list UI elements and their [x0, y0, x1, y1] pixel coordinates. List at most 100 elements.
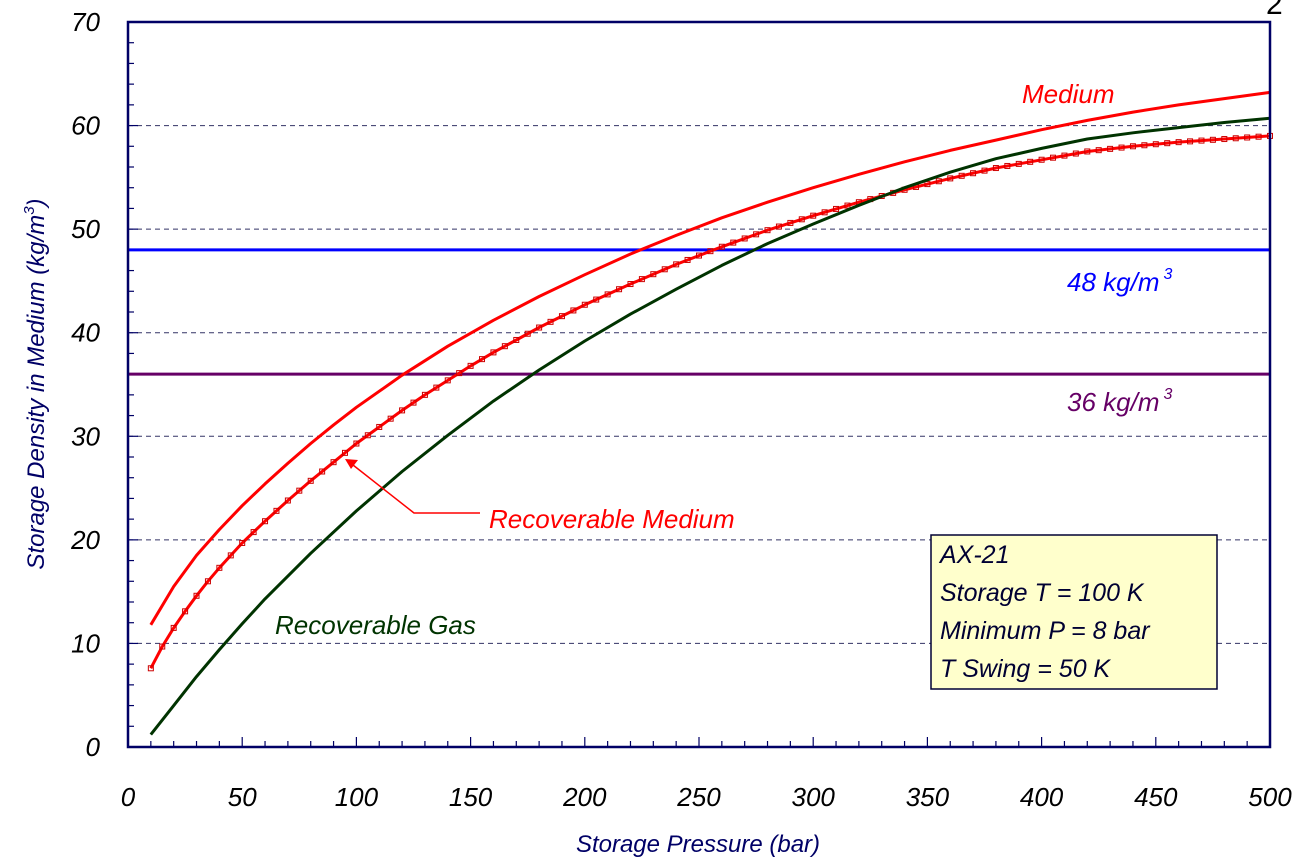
info-box-line-1: AX-21 [938, 541, 1009, 569]
data-point [1027, 158, 1034, 165]
recoverable-medium-arrow-head [345, 459, 358, 469]
data-point [170, 624, 177, 631]
x-tick-label: 200 [562, 782, 607, 812]
data-point [810, 212, 817, 219]
plot-frame [126, 20, 1272, 749]
y-tick-label: 10 [71, 628, 100, 658]
info-box-line-4: T Swing = 50 K [940, 655, 1112, 683]
recoverable-medium-label: Recoverable Medium [489, 504, 735, 534]
x-tick-label: 400 [1020, 782, 1064, 812]
data-point [1255, 133, 1262, 140]
info-box-line-2: Storage T = 100 K [940, 579, 1145, 607]
data-point [216, 564, 223, 571]
data-point [947, 175, 954, 182]
data-point [753, 231, 760, 238]
y-tick-label: 50 [71, 214, 100, 244]
data-point [421, 391, 428, 398]
data-point [981, 167, 988, 174]
data-point [227, 552, 234, 559]
data-point [296, 487, 303, 494]
y-tick-labels: 0 10 20 30 40 50 60 70 [70, 7, 100, 762]
data-point [821, 209, 828, 216]
info-box-background [930, 534, 1218, 690]
data-point [627, 281, 634, 288]
ref-line-48-label-sup: 3 [1164, 266, 1173, 283]
x-tick-label: 100 [335, 782, 379, 812]
data-point [992, 165, 999, 172]
data-point [353, 440, 360, 447]
data-point [1015, 160, 1022, 167]
series-line-recoverable-medium [149, 134, 1271, 669]
data-point [718, 243, 725, 250]
data-point [673, 261, 680, 268]
y-tick-label: 60 [71, 111, 100, 141]
data-point [1072, 150, 1079, 157]
x-tick-label: 500 [1248, 782, 1292, 812]
data-point [479, 356, 486, 363]
data-point [513, 336, 520, 343]
data-point [524, 330, 531, 337]
data-point [250, 529, 257, 536]
data-point [1061, 152, 1068, 159]
data-point [970, 170, 977, 177]
data-point [593, 296, 600, 303]
data-point [501, 343, 508, 350]
data-point [467, 362, 474, 369]
reference-lines [128, 248, 1270, 376]
data-point [696, 252, 702, 259]
y-tick-label: 0 [86, 732, 101, 762]
series-layer [147, 90, 1273, 736]
data-point [958, 172, 965, 179]
x-tick-labels: 0 50 100 150 200 250 300 350 400 450 500 [121, 782, 1292, 812]
y-axis-title: Storage Density in Medium (kg/m3) [21, 198, 50, 569]
data-point [798, 216, 805, 223]
ref-line-48-label: 48 kg/m 3 [1067, 266, 1173, 297]
data-point [399, 407, 406, 414]
data-point [1209, 136, 1216, 143]
data-point [262, 518, 269, 525]
data-point [433, 384, 440, 391]
ref-line-36-label: 36 kg/m 3 [1067, 386, 1173, 417]
data-point [730, 239, 737, 246]
data-point [456, 370, 463, 377]
data-point [764, 227, 771, 234]
data-point [1038, 156, 1045, 163]
data-point [844, 202, 851, 209]
info-box-line-3: Minimum P = 8 bar [940, 617, 1151, 645]
recoverable-medium-arrow-line [352, 464, 480, 514]
data-point [638, 276, 645, 283]
data-point [307, 477, 314, 484]
data-point [193, 592, 200, 599]
data-point [1095, 147, 1102, 154]
data-point [182, 608, 189, 615]
x-tick-label: 0 [121, 782, 136, 812]
data-point [650, 271, 657, 278]
data-point [1107, 145, 1114, 152]
data-point [1129, 143, 1136, 150]
recoverable-gas-label: Recoverable Gas [275, 610, 476, 640]
data-point [604, 291, 611, 298]
data-point [273, 507, 280, 514]
data-point [616, 286, 623, 293]
data-point [490, 349, 497, 356]
y-tick-label: 30 [71, 421, 100, 451]
data-point [547, 318, 554, 325]
x-tick-label: 450 [1134, 782, 1178, 812]
info-box: AX-21 Storage T = 100 K Minimum P = 8 ba… [930, 534, 1218, 690]
x-tick-label: 50 [228, 782, 257, 812]
data-point [787, 219, 794, 226]
data-point [1050, 154, 1057, 161]
data-point [376, 423, 383, 430]
data-point [1198, 137, 1205, 144]
data-point [661, 266, 668, 273]
data-point [387, 415, 394, 422]
data-point [204, 578, 211, 585]
data-point [284, 497, 291, 504]
data-point [558, 313, 565, 320]
data-point [239, 539, 246, 546]
ref-line-36-label-sup: 3 [1164, 386, 1173, 403]
data-point [364, 432, 371, 439]
y-tick-label: 70 [71, 7, 100, 37]
x-tick-label: 300 [792, 782, 836, 812]
